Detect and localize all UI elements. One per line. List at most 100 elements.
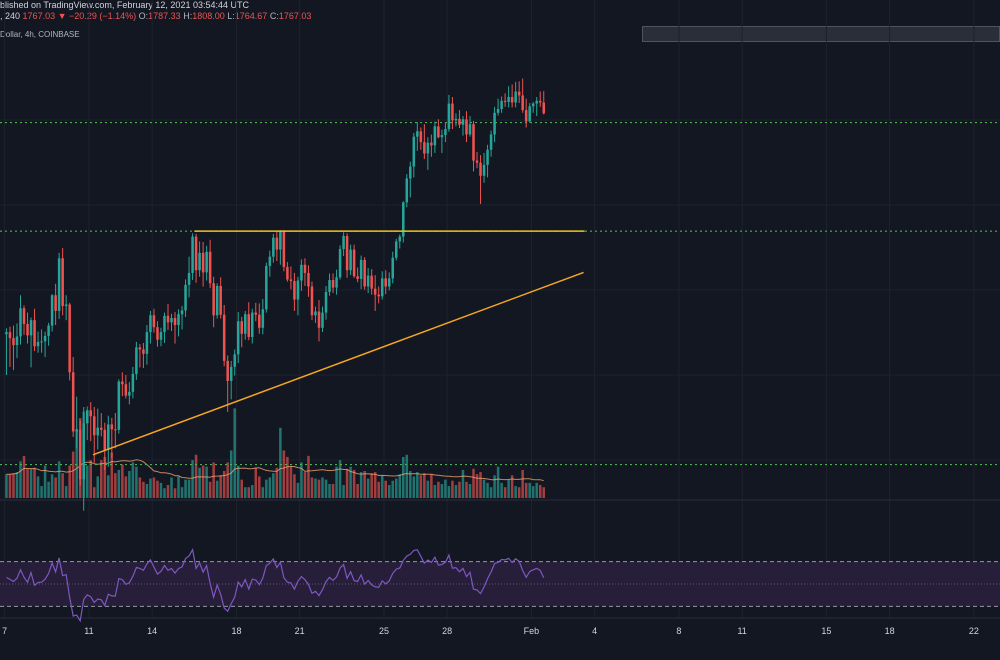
- volume-bar: [138, 477, 142, 498]
- candle: [366, 268, 370, 294]
- volume-bar: [57, 461, 61, 498]
- candle-body: [373, 288, 377, 295]
- candle: [236, 312, 240, 364]
- volume-bar: [212, 462, 215, 498]
- candle-body: [293, 281, 296, 300]
- candle-body: [384, 278, 387, 287]
- candle-body: [503, 100, 507, 102]
- candle: [265, 262, 268, 313]
- candle-body: [82, 423, 85, 480]
- volume-bar: [184, 479, 187, 498]
- candle-body: [391, 257, 395, 279]
- time-axis-label: 25: [378, 626, 389, 636]
- candle-body: [156, 327, 159, 340]
- low-value: 1764.67: [234, 11, 268, 21]
- candle: [426, 137, 430, 170]
- candle: [489, 130, 493, 157]
- volume-bar: [5, 474, 8, 498]
- volume-bar: [222, 471, 226, 498]
- candle-body: [489, 134, 493, 150]
- candle: [289, 266, 293, 290]
- time-axis-label: 14: [147, 626, 158, 636]
- candle-body: [215, 285, 219, 316]
- volume-bar: [124, 476, 128, 498]
- candle: [261, 299, 265, 335]
- candle-body: [173, 318, 177, 326]
- candle: [219, 277, 222, 319]
- candle: [156, 321, 159, 347]
- candle: [310, 281, 314, 321]
- volume-bar: [170, 477, 173, 498]
- candle: [57, 252, 61, 320]
- volume-bar: [402, 456, 405, 498]
- candle-body: [394, 241, 398, 258]
- volume-bar: [342, 485, 345, 498]
- open-value: 1787.33: [148, 11, 181, 21]
- candle: [131, 366, 135, 399]
- candle-body: [307, 272, 310, 287]
- volume-bar: [22, 455, 26, 498]
- candle: [19, 295, 22, 345]
- volume-bar: [345, 468, 349, 498]
- candle: [117, 379, 121, 434]
- volume-bar: [103, 456, 107, 498]
- candle-body: [507, 97, 510, 102]
- candle-body: [444, 129, 447, 136]
- volume-bar: [542, 487, 546, 498]
- volume-bar: [328, 483, 331, 498]
- volume-bar: [405, 454, 409, 498]
- candle-body: [222, 314, 226, 361]
- candle: [303, 258, 307, 286]
- volume-bar: [307, 455, 310, 498]
- candle: [142, 342, 145, 368]
- candle: [324, 285, 328, 320]
- time-axis-label: 18: [231, 626, 242, 636]
- volume-bars: [5, 408, 546, 498]
- volume-bar: [208, 481, 212, 498]
- candle-body: [303, 264, 307, 273]
- volume-bar: [479, 472, 482, 498]
- candle-body: [208, 251, 212, 284]
- candle: [177, 309, 180, 337]
- candle-body: [212, 283, 215, 316]
- candle: [152, 308, 156, 333]
- candle-body: [398, 236, 402, 242]
- symbol-description: Dollar, 4h, COINBASE: [0, 30, 80, 39]
- volume-bar: [289, 466, 293, 498]
- volume-bar: [215, 480, 219, 498]
- volume-bar: [482, 479, 486, 498]
- candle-body: [40, 341, 43, 343]
- volume-bar: [92, 487, 96, 498]
- price-change: −20.29 (−1.14%): [69, 11, 137, 21]
- candle: [373, 275, 377, 311]
- candle-body: [12, 338, 15, 346]
- candle-body: [124, 384, 128, 396]
- candle: [510, 84, 514, 108]
- volume-bar: [117, 469, 121, 498]
- candle-body: [254, 312, 258, 315]
- candle-body: [479, 162, 482, 176]
- candle-body: [57, 258, 61, 311]
- close-value: 1767.03: [278, 11, 312, 21]
- candle-body: [194, 236, 198, 271]
- candle-body: [405, 178, 409, 203]
- candle: [419, 127, 423, 150]
- volume-bar: [349, 466, 352, 498]
- candle-body: [50, 295, 54, 326]
- volume-bar: [12, 473, 15, 498]
- volume-bar: [152, 477, 156, 498]
- volume-bar: [303, 472, 307, 498]
- candle-body: [22, 308, 26, 324]
- candle-body: [514, 91, 517, 103]
- time-axis-label: 8: [676, 626, 682, 636]
- candle: [342, 232, 345, 257]
- volume-bar: [68, 465, 71, 498]
- candle: [528, 103, 531, 123]
- volume-bar: [507, 479, 510, 498]
- volume-bar: [486, 482, 489, 498]
- candle: [233, 349, 236, 376]
- candle-body: [363, 259, 366, 287]
- volume-bar: [205, 466, 208, 498]
- candle: [5, 328, 8, 375]
